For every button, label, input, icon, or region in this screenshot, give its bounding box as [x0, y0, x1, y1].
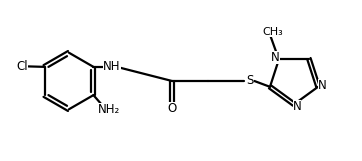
Text: Cl: Cl	[16, 60, 28, 73]
Text: O: O	[168, 102, 177, 115]
Text: N: N	[292, 100, 302, 113]
Text: N: N	[317, 79, 327, 92]
Text: N: N	[271, 51, 280, 64]
Text: S: S	[247, 75, 254, 87]
Text: NH₂: NH₂	[98, 104, 121, 117]
Text: NH: NH	[103, 60, 121, 73]
Text: CH₃: CH₃	[262, 27, 283, 37]
